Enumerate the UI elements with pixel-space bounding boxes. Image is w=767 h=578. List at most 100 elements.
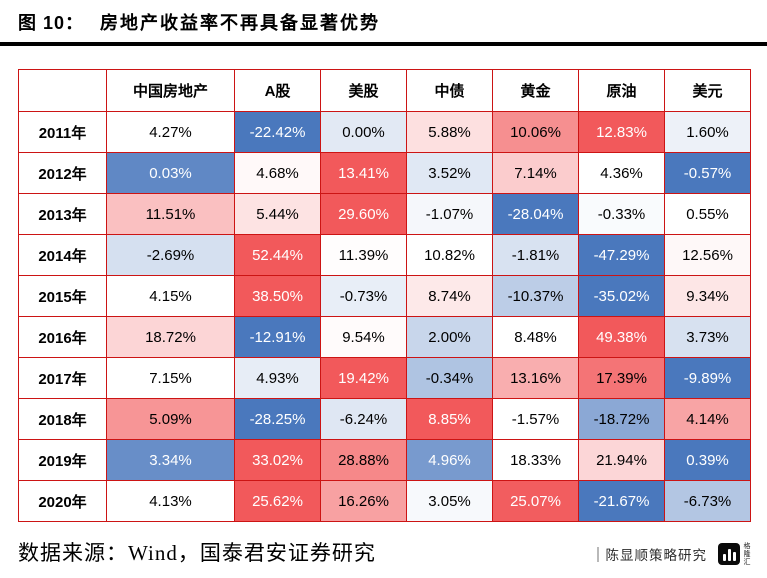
value-cell: 33.02% [234, 439, 321, 481]
value-cell: 5.44% [234, 193, 321, 235]
year-cell: 2014年 [18, 234, 107, 276]
value-cell: -0.73% [320, 275, 407, 317]
value-cell: 3.52% [406, 152, 493, 194]
table-header: 中国房地产 A股 美股 中债 黄金 原油 美元 [18, 69, 751, 112]
value-cell: 29.60% [320, 193, 407, 235]
year-cell: 2016年 [18, 316, 107, 358]
value-cell: 13.41% [320, 152, 407, 194]
value-cell: 49.38% [578, 316, 665, 358]
year-cell: 2012年 [18, 152, 107, 194]
value-cell: -28.04% [492, 193, 579, 235]
table-row: 2013年 11.51% 5.44% 29.60% -1.07% -28.04% -0.33… [18, 193, 751, 235]
value-cell: 1.60% [664, 111, 751, 153]
value-cell: -1.57% [492, 398, 579, 440]
value-cell: 25.07% [492, 480, 579, 522]
value-cell: 28.88% [320, 439, 407, 481]
column-header: 中国房地产 [106, 69, 235, 112]
value-cell: 0.00% [320, 111, 407, 153]
value-cell: 38.50% [234, 275, 321, 317]
figure-label: 图 10： [18, 13, 85, 33]
value-cell: -6.73% [664, 480, 751, 522]
value-cell: 0.55% [664, 193, 751, 235]
figure-title-text: 房地产收益率不再具备显著优势 [100, 13, 381, 33]
value-cell: 0.39% [664, 439, 751, 481]
value-cell: -0.34% [406, 357, 493, 399]
value-cell: 11.51% [106, 193, 235, 235]
value-cell: 4.14% [664, 398, 751, 440]
column-header: A股 [234, 69, 321, 112]
value-cell: -21.67% [578, 480, 665, 522]
value-cell: 5.88% [406, 111, 493, 153]
value-cell: 8.85% [406, 398, 493, 440]
table-row: 2012年 0.03% 4.68% 13.41% 3.52% 7.14% 4.36% -0.5… [18, 152, 751, 194]
year-cell: 2019年 [18, 439, 107, 481]
logo-bars-icon [718, 543, 740, 565]
value-cell: -28.25% [234, 398, 321, 440]
value-cell: 10.82% [406, 234, 493, 276]
value-cell: -1.07% [406, 193, 493, 235]
figure-title: 图 10： 房地产收益率不再具备显著优势 [18, 9, 750, 35]
value-cell: 7.15% [106, 357, 235, 399]
year-cell: 2020年 [18, 480, 107, 522]
logo-text: 格隆汇 [743, 542, 750, 566]
table-row: 2018年 5.09% -28.25% -6.24% 8.85% -1.57% -18.72… [18, 398, 751, 440]
value-cell: -12.91% [234, 316, 321, 358]
value-cell: 4.93% [234, 357, 321, 399]
value-cell: 9.34% [664, 275, 751, 317]
table-row: 2014年 -2.69% 52.44% 11.39% 10.82% -1.81% -47.2… [18, 234, 751, 276]
table-row: 2017年 7.15% 4.93% 19.42% -0.34% 13.16% 17.39% -… [18, 357, 751, 399]
table-row: 2011年 4.27% -22.42% 0.00% 5.88% 10.06% 12.83% 1… [18, 111, 751, 153]
value-cell: 8.48% [492, 316, 579, 358]
gelonghui-logo: 格隆汇 [718, 542, 750, 566]
value-cell: 18.33% [492, 439, 579, 481]
value-cell: -22.42% [234, 111, 321, 153]
value-cell: 11.39% [320, 234, 407, 276]
value-cell: 4.36% [578, 152, 665, 194]
data-source: 数据来源：Wind，国泰君安证券研究 [18, 541, 376, 565]
watermark: 陈显顺策略研究 格隆汇 [596, 542, 750, 567]
corner-cell [18, 69, 107, 112]
value-cell: 17.39% [578, 357, 665, 399]
year-cell: 2015年 [18, 275, 107, 317]
year-cell: 2013年 [18, 193, 107, 235]
value-cell: 52.44% [234, 234, 321, 276]
value-cell: -18.72% [578, 398, 665, 440]
value-cell: 10.06% [492, 111, 579, 153]
value-cell: 12.83% [578, 111, 665, 153]
table-row: 2016年 18.72% -12.91% 9.54% 2.00% 8.48% 49.38% 3… [18, 316, 751, 358]
watermark-text: 陈显顺策略研究 [605, 548, 707, 563]
column-header: 美元 [664, 69, 751, 112]
column-header: 中债 [406, 69, 493, 112]
returns-table: 中国房地产 A股 美股 中债 黄金 原油 美元 2011年 4.27% -22.42% 0.00%… [18, 69, 751, 522]
table-body: 2011年 4.27% -22.42% 0.00% 5.88% 10.06% 12.83% 1… [18, 111, 751, 522]
column-header: 原油 [578, 69, 665, 112]
value-cell: 25.62% [234, 480, 321, 522]
value-cell: -2.69% [106, 234, 235, 276]
value-cell: 0.03% [106, 152, 235, 194]
watermark-divider [596, 546, 599, 562]
value-cell: 19.42% [320, 357, 407, 399]
value-cell: -9.89% [664, 357, 751, 399]
figure-footer: 数据来源：Wind，国泰君安证券研究 陈显顺策略研究 格隆汇 [18, 537, 750, 567]
value-cell: 8.74% [406, 275, 493, 317]
year-cell: 2011年 [18, 111, 107, 153]
value-cell: 4.68% [234, 152, 321, 194]
value-cell: 21.94% [578, 439, 665, 481]
value-cell: -0.33% [578, 193, 665, 235]
year-cell: 2017年 [18, 357, 107, 399]
value-cell: 7.14% [492, 152, 579, 194]
value-cell: 3.34% [106, 439, 235, 481]
value-cell: -6.24% [320, 398, 407, 440]
value-cell: 4.15% [106, 275, 235, 317]
value-cell: 3.73% [664, 316, 751, 358]
value-cell: -47.29% [578, 234, 665, 276]
value-cell: 9.54% [320, 316, 407, 358]
table-row: 2015年 4.15% 38.50% -0.73% 8.74% -10.37% -35.02… [18, 275, 751, 317]
column-header: 黄金 [492, 69, 579, 112]
value-cell: 4.96% [406, 439, 493, 481]
table-row: 2020年 4.13% 25.62% 16.26% 3.05% 25.07% -21.67%… [18, 480, 751, 522]
value-cell: 12.56% [664, 234, 751, 276]
title-divider [0, 42, 767, 46]
value-cell: 16.26% [320, 480, 407, 522]
